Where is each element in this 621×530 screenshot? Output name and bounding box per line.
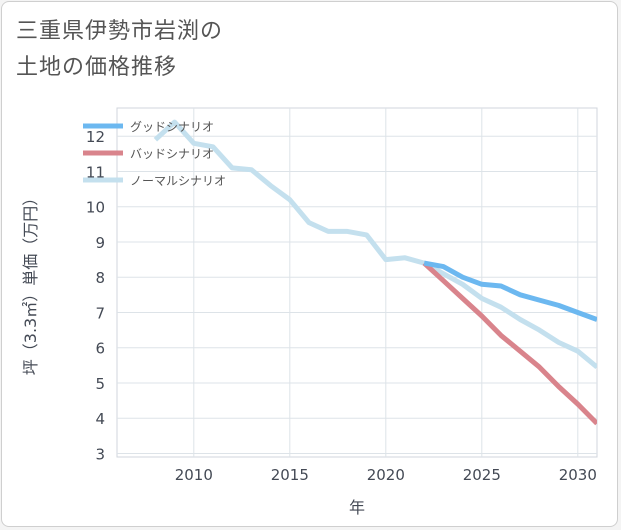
plot-frame: [116, 107, 598, 458]
x-tick-label: 2020: [367, 466, 405, 484]
y-tick-label: 5: [95, 375, 105, 393]
tick-labels: 3 4 5 6 7 8 9 10 11 12 2010 2015 2020 2025 2030: [86, 128, 597, 484]
series-line-2: [153, 119, 597, 370]
chart-title: 三重県伊勢市岩渕の 土地の価格推移: [16, 14, 223, 86]
grid: [116, 107, 598, 458]
x-axis-label: 年: [349, 498, 365, 517]
x-tick-label: 2010: [175, 466, 213, 484]
legend-label-1: バッドシナリオ: [130, 147, 214, 161]
series-line-0: [423, 260, 597, 322]
chart-title-line-2: 土地の価格推移: [16, 55, 178, 80]
y-tick-label: 9: [95, 234, 105, 252]
y-tick-label: 10: [86, 199, 105, 217]
y-axis-label: 坪（3.3㎡）単価（万円）: [21, 190, 40, 375]
y-tick-label: 12: [86, 128, 105, 146]
series-line-1: [422, 261, 597, 426]
y-tick-label: 3: [95, 445, 105, 463]
series-lines: [153, 119, 597, 426]
x-tick-label: 2015: [271, 466, 309, 484]
x-tick-label: 2025: [463, 466, 501, 484]
legend-label-2: ノーマルシナリオ: [130, 174, 226, 188]
y-tick-label: 4: [95, 410, 105, 428]
legend-label-0: グッドシナリオ: [130, 120, 214, 134]
chart-title-line-1: 三重県伊勢市岩渕の: [16, 19, 224, 44]
y-tick-label: 11: [86, 163, 105, 181]
y-tick-label: 6: [95, 340, 105, 358]
y-tick-label: 7: [95, 304, 105, 322]
y-tick-label: 8: [95, 269, 105, 287]
x-tick-label: 2030: [559, 466, 597, 484]
